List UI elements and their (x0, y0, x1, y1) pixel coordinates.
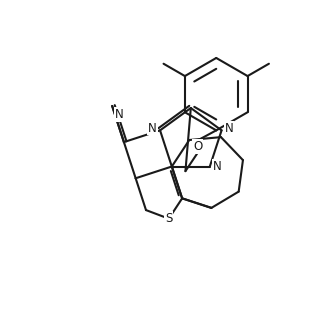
Text: O: O (193, 140, 202, 153)
Text: S: S (165, 212, 173, 225)
Text: N: N (213, 160, 222, 173)
Text: N: N (115, 108, 123, 121)
Text: N: N (148, 121, 157, 135)
Text: N: N (225, 121, 234, 135)
